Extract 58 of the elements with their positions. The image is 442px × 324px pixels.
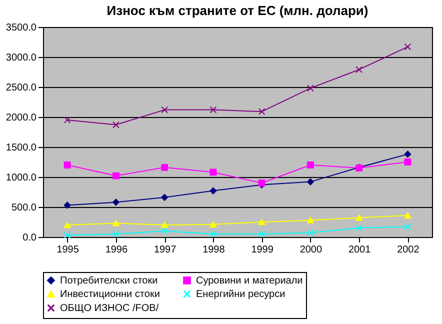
point: [306, 217, 314, 224]
y-tick-label: 0.0: [22, 232, 37, 244]
point: [210, 106, 217, 114]
point: [210, 168, 217, 176]
point: [306, 229, 314, 236]
point: [210, 230, 217, 238]
point: [210, 221, 217, 228]
point: [112, 220, 120, 226]
point: [306, 162, 314, 168]
point: [161, 106, 168, 114]
point: [112, 198, 120, 206]
point: [356, 214, 363, 221]
y-tick-label: 3000.0: [6, 52, 37, 64]
point: [64, 116, 71, 124]
x-tick-label: 2002: [397, 244, 420, 256]
x-tick-label: 1998: [202, 244, 226, 256]
legend-label: Потребителски стоки: [60, 275, 158, 286]
legend-label: Суровини и материали: [196, 275, 303, 286]
y-tick-label: 2500.0: [6, 82, 37, 94]
point: [161, 194, 168, 201]
legend-label: Инвестиционни стоки: [60, 289, 160, 300]
legend-label: Енергийни ресурси: [196, 289, 286, 300]
y-tick-label: 1500.0: [6, 142, 37, 154]
y-tick-label: 2000.0: [6, 112, 37, 124]
point: [258, 218, 266, 226]
point: [64, 222, 71, 228]
y-tick-label: 500.0: [11, 202, 37, 214]
point: [64, 202, 71, 209]
point: [112, 230, 120, 238]
x-tick-label: 2001: [348, 244, 372, 256]
point: [161, 222, 168, 228]
point: [161, 164, 168, 171]
point: [306, 84, 314, 92]
x-tick-label: 1997: [154, 244, 177, 256]
x-tick-label: 1999: [251, 244, 274, 256]
point: [112, 121, 120, 128]
point: [161, 228, 168, 234]
point: [64, 232, 71, 239]
point: [404, 43, 412, 50]
chart-title: Износ към страните от ЕС (млн. долари): [106, 3, 368, 18]
legend-label: ОБЩО ИЗНОС /FOB/: [60, 303, 159, 314]
x-tick-label: 1996: [105, 244, 128, 256]
x-tick-label: 1995: [56, 244, 80, 256]
point: [112, 172, 120, 180]
x-tick-label: 2000: [300, 244, 322, 256]
point: [356, 224, 363, 232]
point: [404, 158, 412, 166]
point: [210, 187, 217, 194]
point: [306, 178, 314, 186]
point: [258, 230, 266, 238]
y-tick-label: 3500.0: [6, 22, 37, 34]
point: [404, 150, 412, 158]
point: [258, 108, 266, 116]
y-tick-label: 1000.0: [6, 172, 37, 184]
point: [404, 212, 412, 218]
point: [404, 223, 412, 230]
point: [64, 162, 71, 168]
point: [356, 66, 363, 74]
